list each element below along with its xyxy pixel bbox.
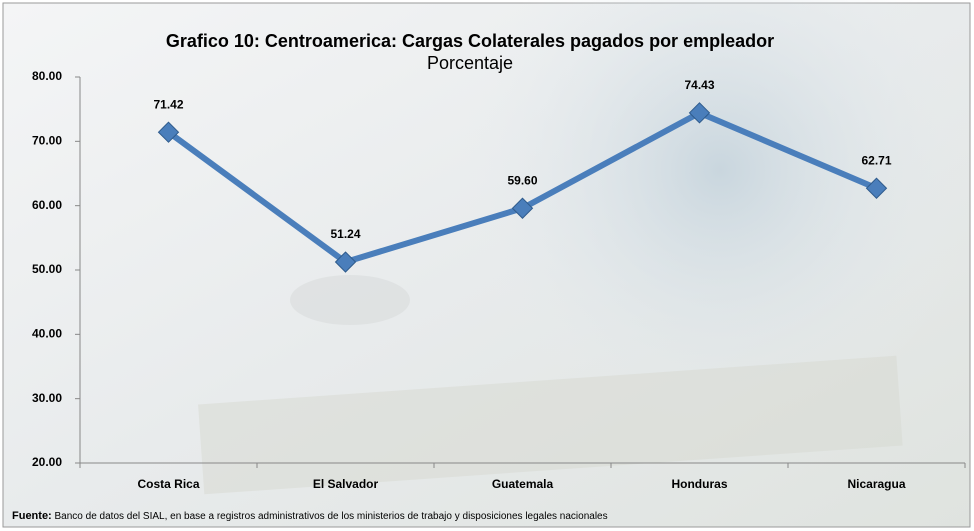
background-globe (460, 0, 974, 430)
data-point (688, 102, 711, 124)
source-label: Fuente: (12, 510, 52, 522)
background-shape (290, 275, 410, 325)
y-tick-label: 40.00 (32, 327, 62, 341)
x-tick-label: Nicaragua (847, 477, 905, 491)
data-label: 59.60 (507, 173, 537, 187)
chart-title: Grafico 10: Centroamerica: Cargas Colate… (166, 31, 774, 51)
data-point (511, 197, 534, 219)
background-banknote (198, 355, 903, 495)
y-tick-label: 50.00 (32, 262, 62, 276)
data-point (865, 177, 888, 199)
y-tick-label: 80.00 (32, 69, 62, 83)
y-tick-label: 30.00 (32, 391, 62, 405)
source-note: Fuente: Banco de datos del SIAL, en base… (12, 510, 608, 522)
data-point (334, 251, 357, 273)
chart-subtitle: Porcentaje (427, 53, 513, 73)
x-tick-label: Costa Rica (137, 477, 199, 491)
source-text: Banco de datos del SIAL, en base a regis… (55, 511, 608, 522)
x-tick-label: Honduras (671, 477, 727, 491)
y-tick-label: 20.00 (32, 455, 62, 469)
data-point (157, 121, 180, 143)
y-tick-label: 70.00 (32, 134, 62, 148)
y-tick-label: 60.00 (32, 198, 62, 212)
x-tick-label: El Salvador (313, 477, 379, 491)
data-label: 71.42 (153, 97, 183, 111)
x-tick-label: Guatemala (492, 477, 554, 491)
data-label: 74.43 (684, 78, 714, 92)
data-label: 62.71 (861, 153, 891, 167)
data-label: 51.24 (330, 227, 360, 241)
